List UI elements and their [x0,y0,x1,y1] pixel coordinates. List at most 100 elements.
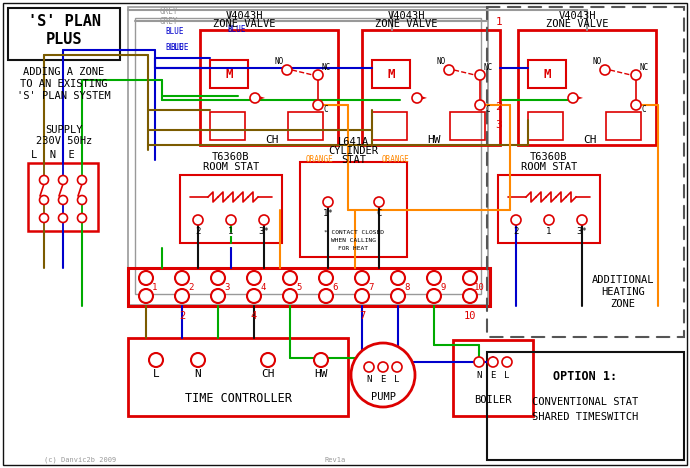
Text: L641A: L641A [338,137,369,147]
Text: ►: ► [578,94,582,102]
Bar [372,60,410,88]
Text: 4: 4 [260,283,266,292]
Text: T6360B: T6360B [530,152,568,162]
Text: NC: NC [322,63,331,72]
Circle shape [59,213,68,222]
Circle shape [351,343,415,407]
Text: 2: 2 [179,311,185,321]
Text: 'S' PLAN SYSTEM: 'S' PLAN SYSTEM [17,91,111,101]
Text: CH: CH [583,135,597,145]
Text: ROOM STAT: ROOM STAT [203,162,259,172]
Text: 2: 2 [195,227,201,235]
Bar [180,175,282,243]
Text: N: N [195,369,201,379]
Text: 3: 3 [495,120,502,130]
Text: 2: 2 [513,227,519,235]
Text: L: L [504,372,510,380]
Circle shape [191,353,205,367]
Text: ORANGE: ORANGE [381,155,409,164]
Text: M: M [387,67,395,80]
Bar [528,60,566,88]
Text: 10: 10 [473,283,484,292]
Text: L: L [394,375,400,385]
Circle shape [39,176,48,184]
Text: HW: HW [427,135,441,145]
Circle shape [475,100,485,110]
Circle shape [577,215,587,225]
Text: CH: CH [262,369,275,379]
Bar [372,112,407,140]
Circle shape [319,289,333,303]
Bar [518,30,656,145]
Circle shape [226,215,236,225]
Circle shape [463,271,477,285]
Circle shape [474,357,484,367]
Text: V4043H: V4043H [225,11,263,21]
Text: 10: 10 [464,311,476,321]
Bar [498,175,600,243]
Text: TO AN EXISTING: TO AN EXISTING [20,79,108,89]
Circle shape [250,93,260,103]
Circle shape [412,93,422,103]
Bar [487,352,684,460]
Text: PUMP: PUMP [371,392,395,402]
Circle shape [77,196,86,205]
Text: M: M [543,67,551,80]
Circle shape [283,289,297,303]
Circle shape [427,289,441,303]
Text: N: N [366,375,372,385]
Text: ►: ► [422,94,426,102]
Circle shape [600,65,610,75]
Text: 5: 5 [296,283,302,292]
Circle shape [211,271,225,285]
Circle shape [175,271,189,285]
Text: Rev1a: Rev1a [324,457,346,463]
Circle shape [319,271,333,285]
Text: CONVENTIONAL STAT: CONVENTIONAL STAT [533,397,639,407]
Circle shape [193,215,203,225]
Circle shape [364,362,374,372]
Text: 1: 1 [495,17,502,27]
Circle shape [544,215,554,225]
Circle shape [488,357,498,367]
Text: 7: 7 [359,311,365,321]
Circle shape [283,271,297,285]
Text: HW: HW [314,369,328,379]
Text: E: E [491,372,495,380]
Circle shape [211,289,225,303]
Text: T6360B: T6360B [213,152,250,162]
Text: NO: NO [436,58,446,66]
Text: NO: NO [275,58,284,66]
Text: 9: 9 [440,283,446,292]
Bar [135,18,481,294]
Text: SHARED TIMESWITCH: SHARED TIMESWITCH [533,412,639,422]
Circle shape [355,271,369,285]
Text: C: C [486,105,491,115]
Text: 3*: 3* [577,227,587,235]
Circle shape [247,289,261,303]
Text: 6: 6 [333,283,337,292]
Text: ADDITIONAL: ADDITIONAL [592,275,654,285]
Text: FOR HEAT: FOR HEAT [339,247,368,251]
Text: NO: NO [593,58,602,66]
Text: NC: NC [484,63,493,72]
Bar [200,30,338,145]
Circle shape [77,176,86,184]
Circle shape [77,213,86,222]
Circle shape [374,197,384,207]
Text: ►: ► [259,94,264,102]
Text: BLUE: BLUE [165,28,184,37]
Bar [528,112,563,140]
Text: GREY: GREY [160,16,179,25]
Bar [8,8,120,60]
Circle shape [282,65,292,75]
Text: 3: 3 [224,283,230,292]
Text: V4043H: V4043H [558,11,595,21]
Text: V4043H: V4043H [387,11,425,21]
Text: BLUE: BLUE [170,43,188,51]
Text: CH: CH [265,135,279,145]
Text: N: N [476,372,482,380]
Text: L: L [152,369,159,379]
Text: E: E [380,375,386,385]
Bar [450,112,485,140]
